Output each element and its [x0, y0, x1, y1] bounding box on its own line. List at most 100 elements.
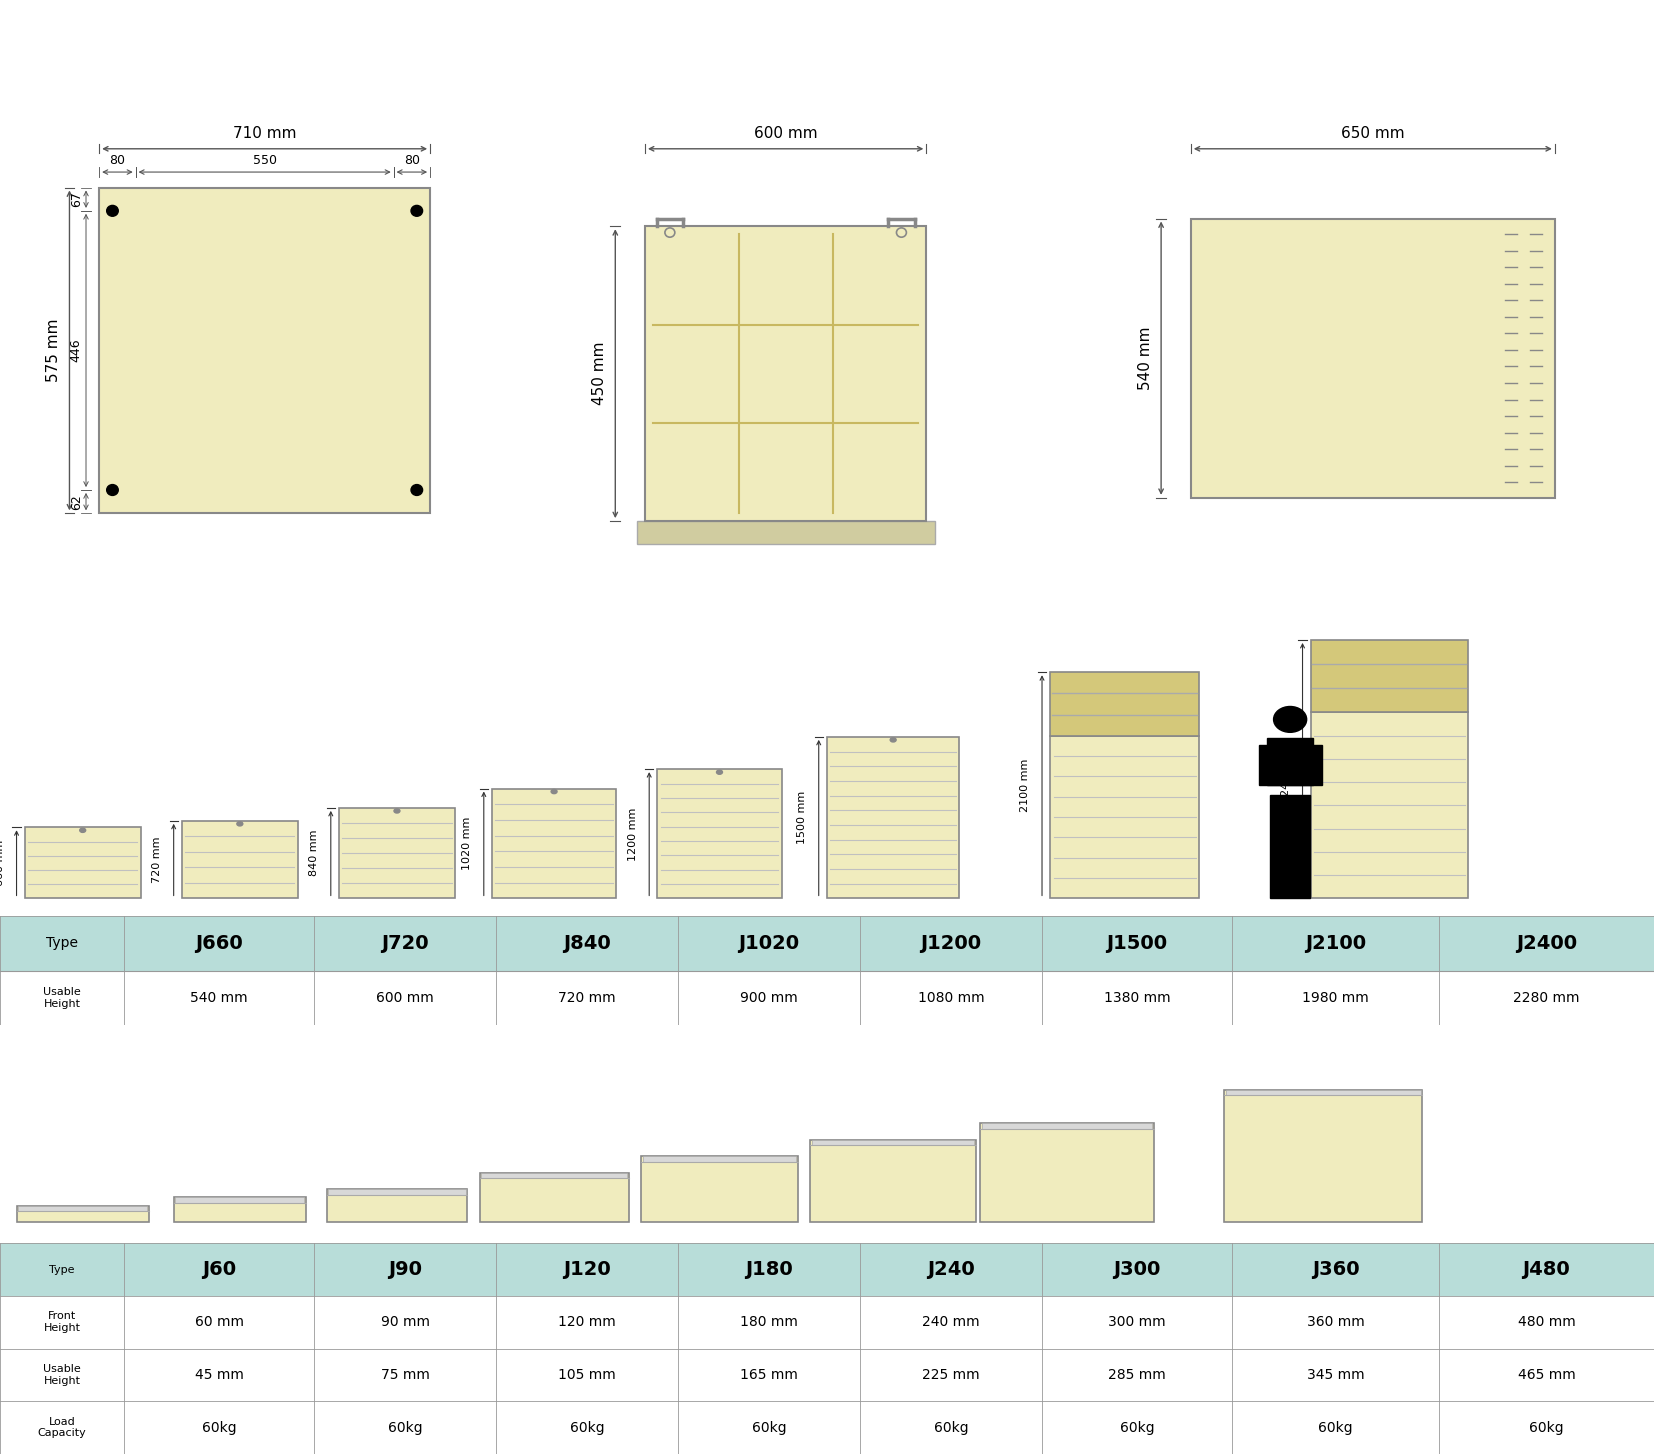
Text: 60kg: 60kg	[202, 1421, 237, 1435]
Bar	[640, 1156, 797, 1223]
Bar	[0, 1402, 1654, 1454]
Text: J90: J90	[389, 1261, 422, 1280]
Text: Type: Type	[50, 1265, 74, 1275]
Text: 660 mm: 660 mm	[0, 840, 5, 885]
Bar	[326, 1189, 466, 1223]
Bar	[1267, 739, 1313, 785]
Text: 60 mm: 60 mm	[195, 1316, 243, 1329]
Bar	[182, 822, 298, 899]
Text: 2100 mm: 2100 mm	[1021, 759, 1030, 811]
Text: J360: J360	[1312, 1261, 1360, 1280]
Text: 60kg: 60kg	[389, 1421, 422, 1435]
Bar	[99, 188, 430, 513]
Bar	[1224, 1090, 1422, 1223]
Bar	[0, 1349, 1654, 1402]
Text: 225 mm: 225 mm	[923, 1368, 979, 1381]
Circle shape	[79, 829, 86, 832]
Circle shape	[394, 808, 400, 813]
Bar	[327, 1189, 466, 1195]
Text: 240 mm: 240 mm	[923, 1316, 979, 1329]
Bar	[25, 827, 141, 899]
Text: J660: J660	[195, 933, 243, 952]
Bar	[810, 1140, 976, 1223]
Text: J1020: J1020	[739, 933, 799, 952]
Bar	[1226, 1090, 1421, 1095]
Text: 720 mm: 720 mm	[559, 990, 615, 1005]
Text: J60: J60	[202, 1261, 237, 1280]
Text: 360 mm: 360 mm	[1307, 1316, 1365, 1329]
Bar	[637, 521, 935, 544]
Text: 1380 mm: 1380 mm	[1103, 990, 1171, 1005]
Text: 2280 mm: 2280 mm	[1513, 990, 1580, 1005]
Circle shape	[551, 790, 557, 794]
Bar	[1050, 672, 1199, 736]
Text: External Cabinet Footprint: External Cabinet Footprint	[68, 41, 483, 68]
Text: J300: J300	[1113, 1261, 1161, 1280]
Text: 480 mm: 480 mm	[1518, 1316, 1575, 1329]
Text: 2400 mm: 2400 mm	[1280, 743, 1292, 795]
Text: 840 mm: 840 mm	[309, 830, 319, 877]
Text: 540 mm: 540 mm	[190, 990, 248, 1005]
Text: 600 mm: 600 mm	[754, 126, 817, 141]
Text: 60kg: 60kg	[1530, 1421, 1563, 1435]
Circle shape	[106, 205, 119, 217]
Text: Load
Capacity: Load Capacity	[38, 1416, 86, 1438]
Bar	[1050, 736, 1199, 899]
Text: 575 mm: 575 mm	[46, 318, 61, 382]
Text: 720 mm: 720 mm	[152, 836, 162, 883]
Text: 710 mm: 710 mm	[233, 126, 296, 141]
Circle shape	[716, 771, 723, 775]
Text: Available Drawer Heights: Available Drawer Heights	[629, 1037, 1025, 1064]
Text: 540 mm: 540 mm	[1138, 326, 1153, 390]
Circle shape	[106, 484, 119, 496]
Bar	[1310, 712, 1467, 899]
Circle shape	[890, 737, 896, 742]
Bar	[0, 1296, 1654, 1349]
Text: 550: 550	[253, 154, 276, 167]
Bar	[642, 1156, 797, 1162]
Text: J480: J480	[1523, 1261, 1570, 1280]
Text: 60kg: 60kg	[1318, 1421, 1353, 1435]
Text: 75 mm: 75 mm	[380, 1368, 430, 1381]
Text: 345 mm: 345 mm	[1307, 1368, 1365, 1381]
Text: 300 mm: 300 mm	[1108, 1316, 1166, 1329]
Bar	[982, 1122, 1151, 1128]
Text: 62: 62	[69, 494, 83, 509]
Bar	[174, 1198, 306, 1223]
Text: J2400: J2400	[1517, 933, 1576, 952]
Text: 90 mm: 90 mm	[380, 1316, 430, 1329]
Bar	[175, 1198, 304, 1202]
Text: 180 mm: 180 mm	[741, 1316, 797, 1329]
Text: 67: 67	[69, 192, 83, 206]
Text: J120: J120	[564, 1261, 610, 1280]
Bar	[480, 1172, 629, 1223]
Text: 80: 80	[404, 154, 420, 167]
Text: 650 mm: 650 mm	[1341, 126, 1404, 141]
Bar	[1310, 640, 1467, 712]
Text: 105 mm: 105 mm	[559, 1368, 615, 1381]
Text: 120 mm: 120 mm	[559, 1316, 615, 1329]
Bar	[1270, 795, 1310, 899]
Text: 1980 mm: 1980 mm	[1302, 990, 1370, 1005]
Text: Available Cabinet Heights: Available Cabinet Heights	[625, 571, 1029, 599]
Bar	[812, 1140, 974, 1146]
Text: Front
Height: Front Height	[43, 1312, 81, 1333]
Text: Shelf Size: Shelf Size	[1302, 41, 1456, 68]
Text: 165 mm: 165 mm	[741, 1368, 797, 1381]
Text: 1200 mm: 1200 mm	[627, 807, 638, 861]
Text: 1500 mm: 1500 mm	[797, 791, 807, 845]
Bar	[493, 788, 615, 899]
Text: 285 mm: 285 mm	[1108, 1368, 1166, 1381]
Text: Internal Drawer Footprint: Internal Drawer Footprint	[625, 41, 1029, 68]
Text: Usable
Height: Usable Height	[43, 1364, 81, 1386]
Bar	[0, 916, 1654, 971]
Text: 45 mm: 45 mm	[195, 1368, 243, 1381]
Circle shape	[410, 205, 422, 217]
Text: 80: 80	[109, 154, 126, 167]
Bar	[645, 227, 926, 521]
Text: 60kg: 60kg	[753, 1421, 786, 1435]
Text: J1200: J1200	[921, 933, 981, 952]
Text: 446: 446	[69, 339, 83, 362]
Text: Usable
Height: Usable Height	[43, 987, 81, 1009]
Text: J840: J840	[564, 933, 610, 952]
